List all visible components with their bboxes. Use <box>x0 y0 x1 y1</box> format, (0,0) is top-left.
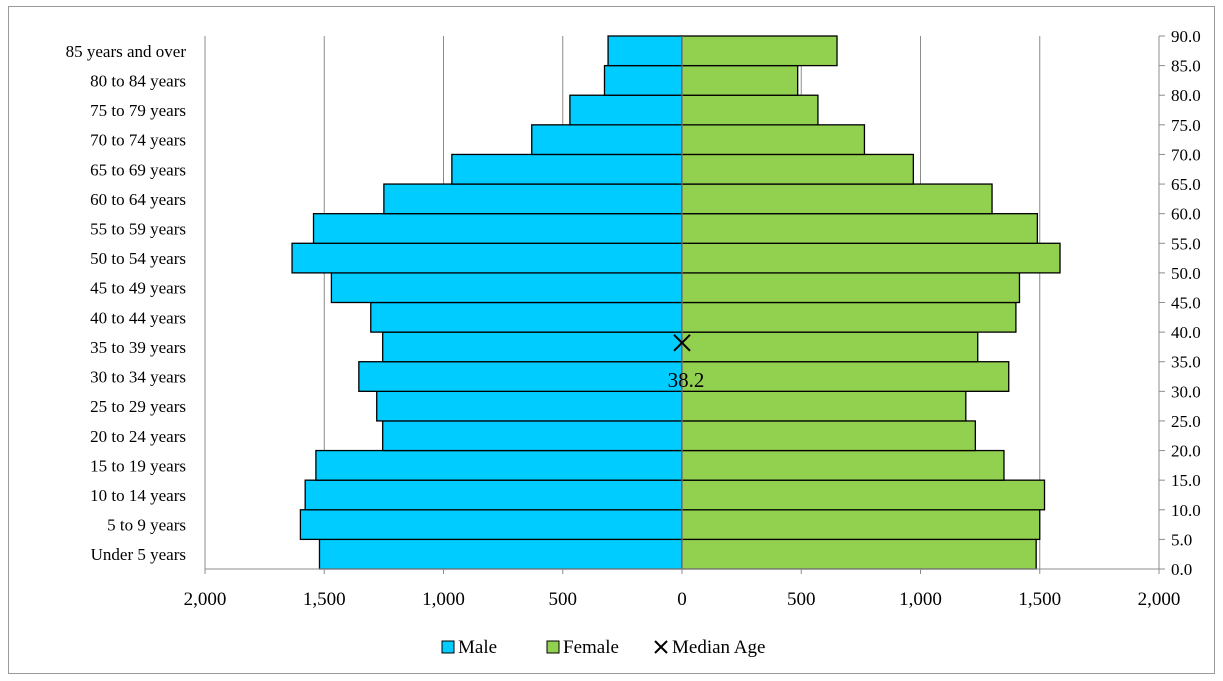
female-bar-8 <box>681 301 1017 333</box>
x-tick-label-5: 500 <box>787 589 816 610</box>
female-bar-12 <box>681 183 993 215</box>
male-bar-14 <box>531 124 683 156</box>
female-bar-7 <box>681 331 979 363</box>
y2-tick-label-4: 20.0 <box>1171 442 1201 461</box>
median-age-label: 38.2 <box>668 368 705 392</box>
legend-median-marker <box>654 640 668 654</box>
y2-tick-label-5: 25.0 <box>1171 412 1201 431</box>
male-bar-5 <box>376 390 683 422</box>
male-bar-3 <box>315 449 683 481</box>
category-label-7: 35 to 39 years <box>90 338 186 357</box>
y2-tick-label-11: 55.0 <box>1171 234 1201 253</box>
category-label-5: 25 to 29 years <box>90 397 186 416</box>
y2-tick-label-12: 60.0 <box>1171 205 1201 224</box>
category-label-4: 20 to 24 years <box>90 427 186 446</box>
category-label-0: Under 5 years <box>91 545 186 564</box>
y2-tick-label-16: 80.0 <box>1171 86 1201 105</box>
female-bar-11 <box>681 213 1039 244</box>
y2-tick-label-1: 5.0 <box>1171 530 1192 549</box>
y2-tick-label-7: 35.0 <box>1171 353 1201 372</box>
male-bar-2 <box>304 479 683 511</box>
female-bar-3 <box>681 449 1005 481</box>
female-bar-1 <box>681 509 1041 541</box>
female-bar-16 <box>681 64 799 96</box>
x-tick-label-3: 500 <box>549 589 578 610</box>
category-label-16: 80 to 84 years <box>90 71 186 90</box>
male-bar-17 <box>607 35 683 67</box>
male-bar-6 <box>358 361 683 392</box>
category-label-3: 15 to 19 years <box>90 456 186 475</box>
male-bar-4 <box>382 420 683 452</box>
x-tick-label-6: 1,000 <box>899 589 942 610</box>
category-label-8: 40 to 44 years <box>90 308 186 327</box>
legend: Male Female Median Age <box>441 637 765 658</box>
y2-tick-label-0: 0.0 <box>1171 560 1192 579</box>
female-bar-10 <box>681 242 1061 274</box>
category-label-12: 60 to 64 years <box>90 190 186 209</box>
female-bar-13 <box>681 153 914 185</box>
category-label-10: 50 to 54 years <box>90 249 186 268</box>
female-bar-17 <box>681 35 838 67</box>
category-label-15: 75 to 79 years <box>90 101 186 120</box>
legend-median-label: Median Age <box>672 637 765 658</box>
male-bar-9 <box>330 272 683 304</box>
x-tick-label-7: 1,500 <box>1018 589 1061 610</box>
y2-tick-label-13: 65.0 <box>1171 175 1201 194</box>
legend-female-label: Female <box>563 637 619 658</box>
male-bar-13 <box>451 153 683 185</box>
y2-tick-label-14: 70.0 <box>1171 145 1201 164</box>
female-bar-6 <box>681 361 1010 392</box>
male-bar-8 <box>370 301 683 333</box>
x-tick-label-1: 1,500 <box>303 589 346 610</box>
male-bar-12 <box>383 183 683 215</box>
category-label-2: 10 to 14 years <box>90 486 186 505</box>
male-bar-11 <box>312 213 683 244</box>
female-bar-15 <box>681 94 819 126</box>
median-age-marker <box>673 334 691 352</box>
y2-tick-label-18: 90.0 <box>1171 27 1201 46</box>
y2-tick-label-9: 45.0 <box>1171 294 1201 313</box>
male-bar-15 <box>569 94 683 126</box>
female-bar-4 <box>681 420 977 452</box>
y2-tick-label-15: 75.0 <box>1171 116 1201 135</box>
female-bar-5 <box>681 390 967 422</box>
y2-tick-label-8: 40.0 <box>1171 323 1201 342</box>
y2-tick-label-3: 15.0 <box>1171 471 1201 490</box>
male-bar-10 <box>291 242 683 274</box>
category-label-13: 65 to 69 years <box>90 160 186 179</box>
male-bar-7 <box>382 331 683 363</box>
legend-female-swatch <box>546 640 560 654</box>
female-bar-9 <box>681 272 1021 304</box>
category-label-11: 55 to 59 years <box>90 219 186 238</box>
y2-tick-label-2: 10.0 <box>1171 501 1201 520</box>
legend-male-swatch <box>441 640 455 654</box>
category-label-9: 45 to 49 years <box>90 279 186 298</box>
y2-tick-label-6: 30.0 <box>1171 382 1201 401</box>
female-bar-2 <box>681 479 1046 511</box>
category-label-14: 70 to 74 years <box>90 131 186 150</box>
female-bar-0 <box>681 538 1037 570</box>
female-bar-14 <box>681 124 866 156</box>
x-tick-label-2: 1,000 <box>422 589 465 610</box>
male-bar-16 <box>603 64 683 96</box>
x-tick-label-0: 2,000 <box>184 589 227 610</box>
y2-tick-label-17: 85.0 <box>1171 57 1201 76</box>
category-label-6: 30 to 34 years <box>90 368 186 387</box>
x-tick-label-8: 2,000 <box>1138 589 1181 610</box>
y2-tick-label-10: 50.0 <box>1171 264 1201 283</box>
male-bar-0 <box>318 538 683 570</box>
x-tick-label-4: 0 <box>677 589 687 610</box>
category-label-17: 85 years and over <box>66 42 187 61</box>
legend-male-label: Male <box>458 637 497 658</box>
category-label-1: 5 to 9 years <box>107 516 186 535</box>
male-bar-1 <box>299 509 683 541</box>
